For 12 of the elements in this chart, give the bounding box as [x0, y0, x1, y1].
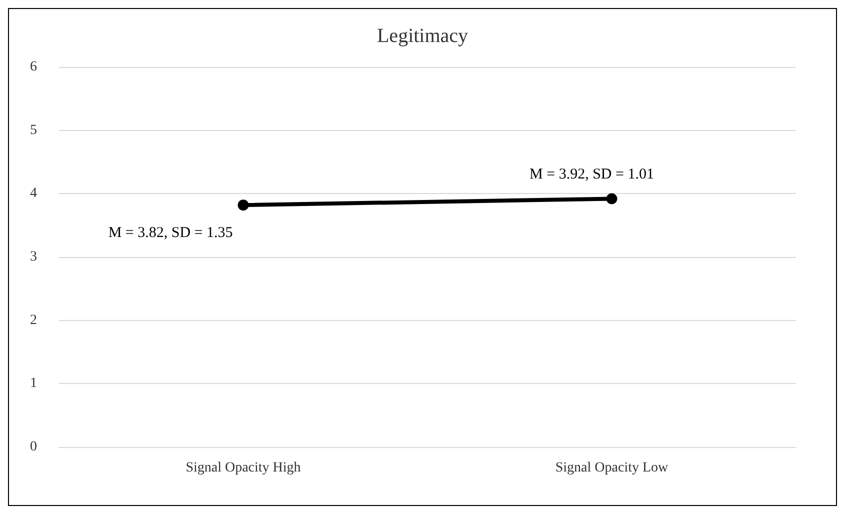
chart-title: Legitimacy	[376, 25, 468, 47]
y-tick-label: 3	[30, 250, 37, 264]
y-tick-label: 5	[30, 122, 37, 138]
y-tick-label: 4	[30, 186, 37, 202]
y-tick-label: 1	[30, 376, 37, 392]
x-tick-label: Signal Opacity Low	[555, 460, 670, 476]
y-tick-label: 2	[30, 312, 37, 328]
data-label: M = 3.82, SD = 1.35	[108, 225, 233, 242]
y-tick-label: 0	[30, 440, 37, 454]
y-tick-label: 6	[30, 60, 37, 74]
data-label: M = 3.92, SD = 1.01	[530, 166, 654, 183]
x-tick-label: Signal Opacity High	[186, 460, 301, 476]
